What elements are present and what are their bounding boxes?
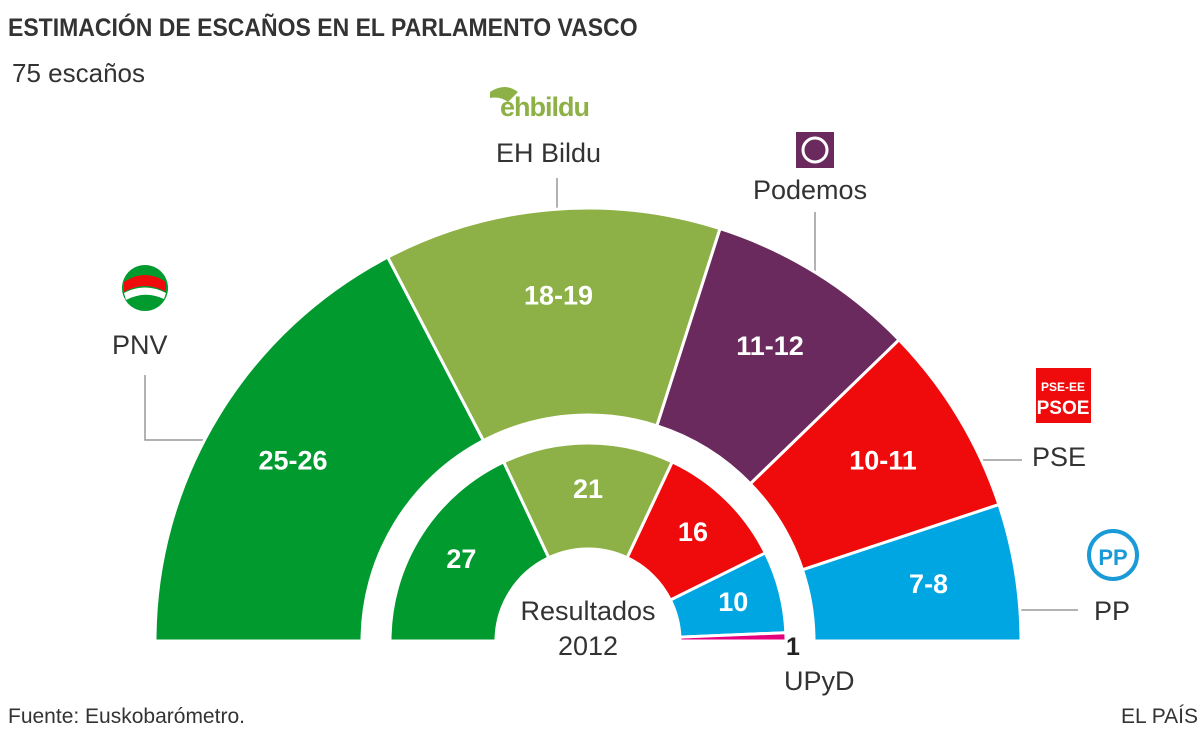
chart-subtitle: 75 escaños	[12, 58, 145, 88]
party-name-upyd: UPyD	[784, 666, 855, 696]
results-2012-value-label: 27	[446, 544, 476, 574]
estimate-value-label: 25-26	[258, 445, 327, 475]
party-name-podemos: Podemos	[753, 175, 868, 205]
brand-label: EL PAÍS	[1120, 705, 1198, 728]
results-2012-value-label: 10	[718, 587, 748, 617]
results-2012-value-label: 16	[678, 517, 708, 547]
results-2012-segment-upyd	[678, 631, 788, 643]
party-name-bildu: EH Bildu	[496, 138, 602, 168]
estimate-segment-eh-bildu	[385, 206, 722, 443]
estimate-value-label: 10-11	[849, 445, 917, 475]
upyd-seat-label: 1	[786, 633, 800, 661]
party-name-pnv: PNV	[112, 330, 168, 360]
podemos-logo-icon	[796, 132, 834, 168]
center-label-line1: Resultados	[520, 596, 655, 626]
estimate-segment-pnv	[153, 255, 486, 643]
pse-logo-line1: PSE-EE	[1041, 380, 1085, 394]
pnv-logo-icon	[122, 265, 168, 311]
pse-logo-icon: PSE-EE PSOE	[1036, 368, 1091, 423]
center-label-line2: 2012	[558, 631, 618, 661]
results-2012-value-label: 21	[573, 474, 603, 504]
results-2012-segment-pnv	[388, 459, 551, 643]
pse-logo-line2: PSOE	[1037, 398, 1090, 419]
bildu-logo-icon: ehbildu	[490, 87, 590, 122]
source-note: Fuente: Euskobarómetro.	[8, 705, 245, 728]
party-name-pp: PP	[1094, 596, 1131, 626]
estimate-value-label: 7-8	[909, 569, 948, 599]
bildu-logo-text: ehbildu	[500, 92, 589, 122]
pp-logo-icon: PP	[1087, 529, 1139, 581]
estimate-value-label: 18-19	[524, 280, 593, 310]
party-name-pse: PSE	[1032, 442, 1087, 472]
estimate-value-label: 11-12	[736, 331, 804, 361]
estimate-segment-pp	[800, 502, 1023, 643]
chart-title: ESTIMACIÓN DE ESCAÑOS EN EL PARLAMENTO V…	[8, 14, 638, 42]
pp-logo-text: PP	[1098, 545, 1127, 570]
